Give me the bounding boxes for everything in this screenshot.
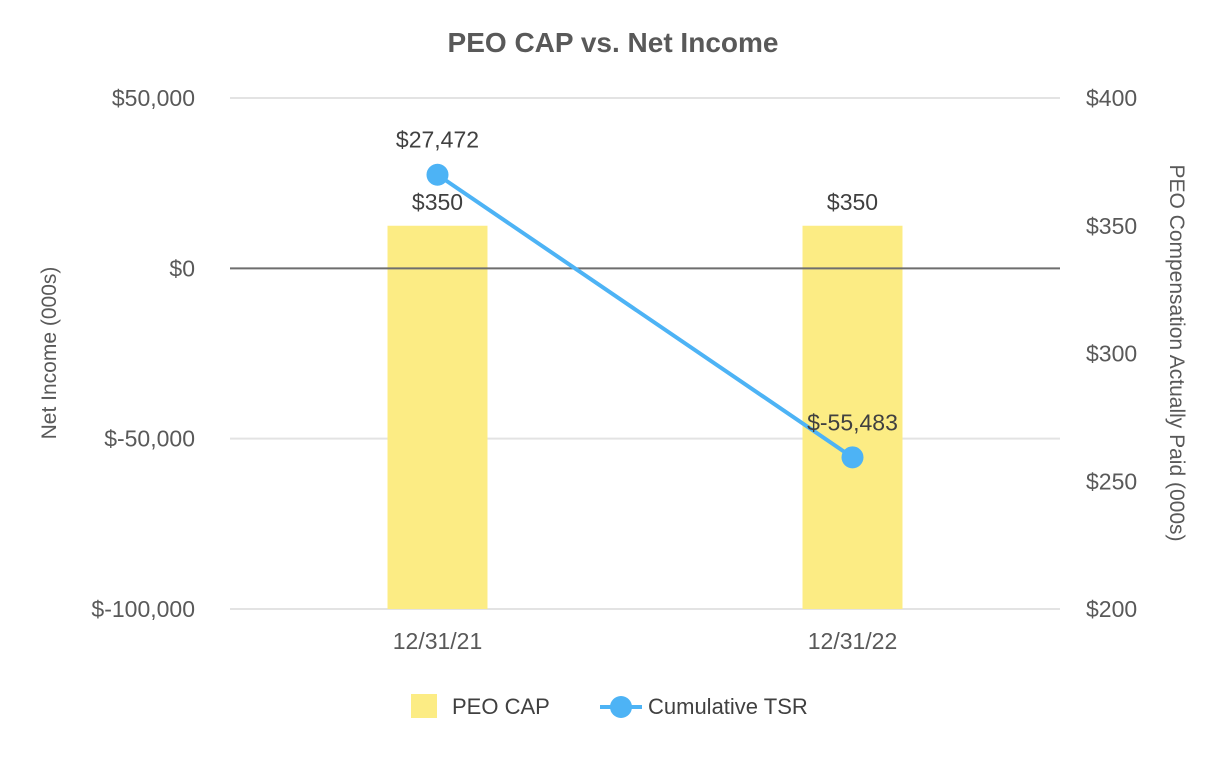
legend-swatch-peo-cap bbox=[411, 694, 437, 718]
bar bbox=[802, 225, 903, 609]
chart-title: PEO CAP vs. Net Income bbox=[448, 27, 779, 58]
right-axis-title: PEO Compensation Actually Paid (000s) bbox=[1165, 164, 1188, 541]
right-tick-label: $200 bbox=[1086, 596, 1137, 622]
x-tick-label: 12/31/21 bbox=[393, 628, 483, 654]
right-tick-label: $300 bbox=[1086, 341, 1137, 367]
legend-marker-tsr bbox=[610, 696, 632, 718]
bar-value-label: $350 bbox=[827, 189, 878, 215]
right-tick-label: $350 bbox=[1086, 213, 1137, 239]
bars bbox=[387, 225, 903, 609]
data-labels: $350 $350 $27,472 $-55,483 bbox=[396, 127, 898, 436]
left-tick-label: $-50,000 bbox=[104, 426, 195, 452]
tsr-point bbox=[841, 446, 864, 469]
right-tick-label: $250 bbox=[1086, 468, 1137, 494]
bar-value-label: $350 bbox=[412, 189, 463, 215]
legend-label-peo-cap: PEO CAP bbox=[452, 694, 550, 719]
legend-label-tsr: Cumulative TSR bbox=[648, 694, 808, 719]
left-tick-label: $-100,000 bbox=[91, 596, 195, 622]
tsr-point bbox=[426, 163, 449, 186]
x-tick-label: 12/31/22 bbox=[808, 628, 898, 654]
left-tick-label: $0 bbox=[169, 255, 195, 281]
tsr-line bbox=[436, 173, 854, 459]
line-series bbox=[426, 163, 864, 469]
axes: $50,000 $0 $-50,000 $-100,000 $400 $350 $300 $2… bbox=[91, 85, 1137, 654]
legend: PEO CAP Cumulative TSR bbox=[411, 694, 808, 719]
tsr-value-label: $27,472 bbox=[396, 127, 479, 153]
right-tick-label: $400 bbox=[1086, 85, 1137, 111]
tsr-value-label: $-55,483 bbox=[807, 409, 898, 435]
bar bbox=[387, 225, 488, 609]
left-axis-title: Net Income (000s) bbox=[38, 267, 61, 440]
left-tick-label: $50,000 bbox=[112, 85, 195, 111]
gridlines bbox=[230, 97, 1060, 610]
